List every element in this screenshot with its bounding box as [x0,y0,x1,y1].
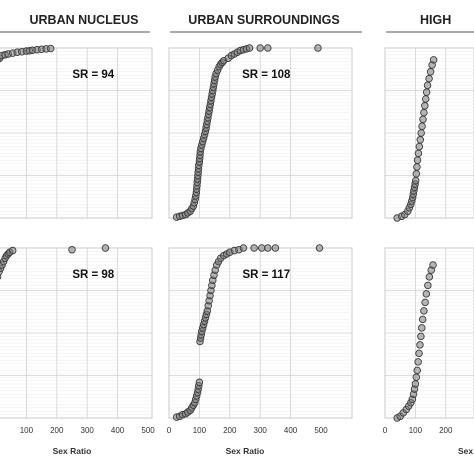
panels-layer: SR = 94 SR = 108 SR = 98 100 200 300 400 500 Sex… [0,44,474,456]
data-point [419,115,427,124]
sr-annotation: SR = 108 [242,69,291,81]
x-tick-label: 200 [50,426,64,435]
panel-title-urban-nucleus: URBAN NUCLEUS [29,13,138,27]
data-point [414,358,422,366]
data-point [314,44,322,52]
x-tick-label: 500 [141,426,155,435]
panel-heading-urban-nucleus: URBAN NUCLEUS [0,13,150,33]
scatter-panel [384,47,474,222]
data-points [393,261,437,422]
data-point [195,378,204,387]
x-tick-label: 100 [193,426,207,435]
data-point [425,273,434,281]
scatter-panel: SR = 94 [0,44,153,219]
sr-annotation: SR = 117 [242,269,290,281]
data-point [264,244,272,252]
data-point [46,44,55,53]
x-tick-label: 100 [20,426,34,435]
data-point [256,44,264,52]
data-point [413,366,421,375]
x-tick-label: 300 [81,426,95,435]
data-point [271,244,280,252]
panel-heading-urban-surroundings: URBAN SURROUNDINGS [170,13,362,33]
data-point [411,380,420,388]
data-point [412,170,421,178]
x-tick-label: 400 [284,426,298,435]
x-tick-label: 0 [167,426,172,435]
data-point [101,244,110,252]
panel-heading-high: HIGH [386,13,474,33]
data-point [413,156,422,164]
data-point [429,56,438,64]
data-points [0,44,55,63]
x-tick-label: 200 [223,426,237,435]
data-point [426,68,435,76]
data-point [424,281,432,290]
data-point [423,81,432,90]
scatter-panel: SR = 117 0 100 200 300 400 500 Sex Ratio [167,244,353,456]
data-point [417,129,425,137]
x-tick-label: 100 [409,426,423,435]
sr-annotation: SR = 94 [72,69,114,81]
scatter-panel: SR = 98 100 200 300 400 500 Sex Ratio [0,244,155,456]
data-point [418,315,427,324]
data-point [257,244,266,252]
data-point [421,102,429,110]
data-point [239,244,248,252]
panel-title-urban-surroundings: URBAN SURROUNDINGS [188,13,339,27]
data-point [417,332,425,341]
data-point [415,142,424,151]
data-point [416,341,424,349]
data-point [0,274,2,280]
data-point [420,307,428,315]
data-point [421,95,430,103]
x-tick-label: 300 [254,426,268,435]
x-tick-label: 500 [314,426,328,435]
data-points [172,44,322,221]
data-point [68,245,76,254]
x-axis-label: Sex Ratio [458,446,474,456]
data-point [416,136,425,144]
data-point [8,246,17,255]
scatter-panel: 0 100 200 Sex Ratio [383,247,474,456]
data-point [315,244,324,252]
data-point [429,261,437,269]
x-tick-label: 0 [383,426,388,435]
data-point [418,122,426,130]
data-point [264,44,272,52]
data-points [393,56,438,222]
data-point [411,176,420,185]
scatter-panel: SR = 108 [168,44,353,221]
data-points [172,244,324,421]
data-point [412,373,421,381]
data-point [425,74,433,83]
data-point [415,349,423,358]
data-point [422,88,431,96]
data-point [414,149,423,158]
x-axis-label: Sex Ratio [226,446,265,456]
data-point [421,298,429,307]
data-point [250,244,258,252]
data-point [418,324,426,332]
x-tick-label: 400 [111,426,125,435]
data-point [422,290,431,298]
data-points [0,244,110,280]
data-point [413,163,421,171]
panel-title-high: HIGH [420,13,451,27]
x-tick-label: 200 [439,426,453,435]
data-point [245,44,254,52]
data-point [420,108,428,117]
x-axis-label: Sex Ratio [53,446,92,456]
sr-annotation: SR = 98 [72,269,114,281]
